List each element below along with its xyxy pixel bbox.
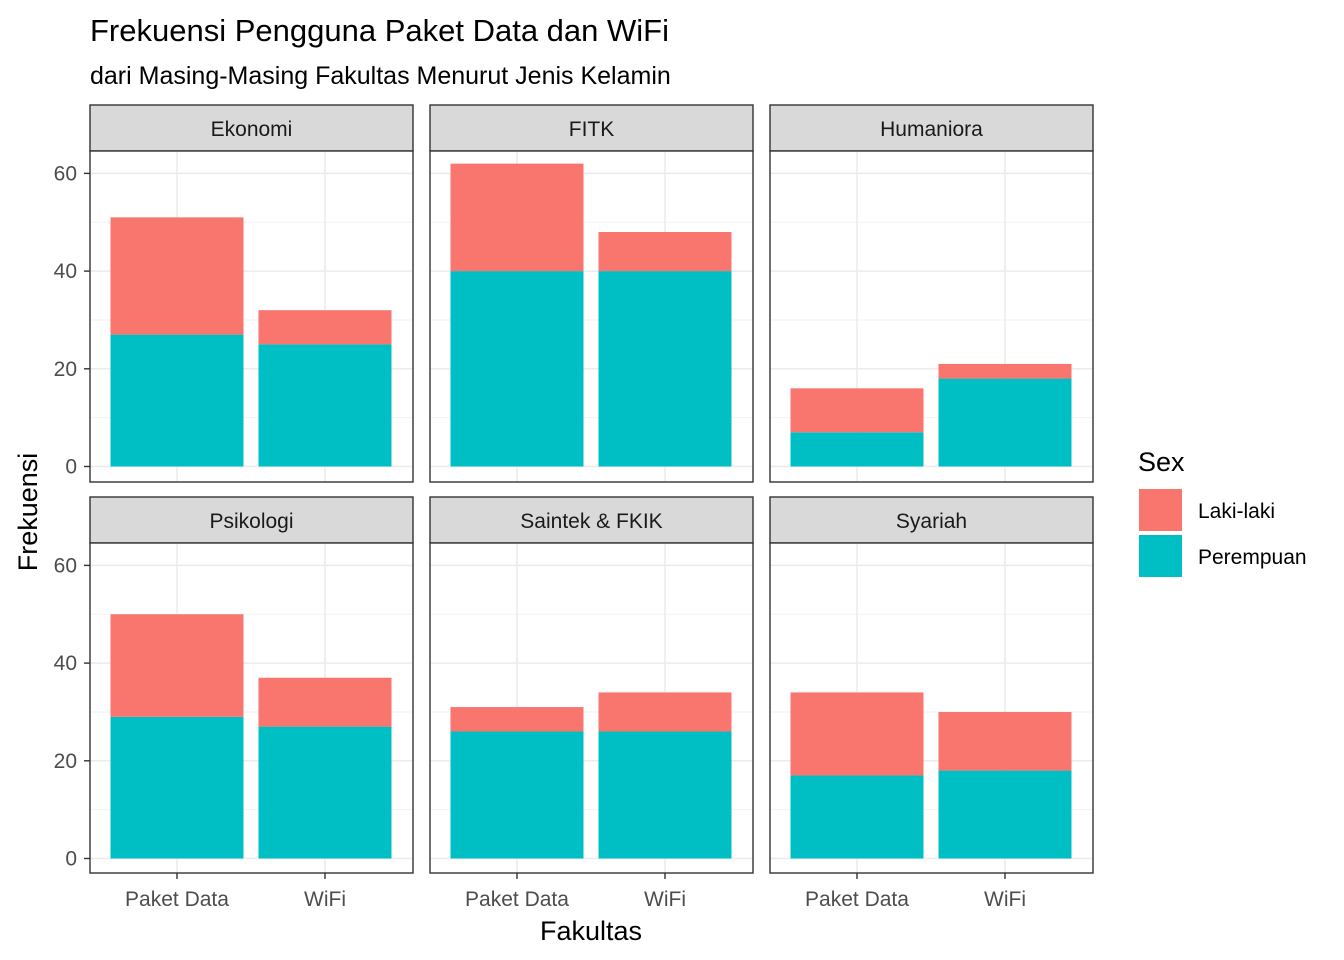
y-axis-title: Frekuensi xyxy=(13,453,43,572)
bar-perempuan xyxy=(258,344,392,467)
legend: Sex Laki-laki Perempuan xyxy=(1138,447,1307,577)
y-tick-label: 0 xyxy=(65,848,77,871)
y-tick-label: 0 xyxy=(65,456,77,479)
bar-laki-laki xyxy=(790,388,924,433)
bar-perempuan xyxy=(110,716,244,859)
bar-laki-laki xyxy=(938,363,1072,379)
panel-border xyxy=(769,150,1094,483)
bar-perempuan xyxy=(598,271,732,467)
facet-panel: Humaniora xyxy=(769,104,1094,483)
panel-border xyxy=(769,542,1094,874)
bar-perempuan xyxy=(790,432,924,467)
y-tick-label: 20 xyxy=(54,358,77,381)
y-tick-label: 40 xyxy=(54,652,77,675)
panel-border xyxy=(89,150,414,483)
bar-laki-laki xyxy=(110,217,244,335)
bar-laki-laki xyxy=(938,711,1072,771)
facet-label: Syariah xyxy=(896,510,967,533)
bar-perempuan xyxy=(938,378,1072,467)
legend-title: Sex xyxy=(1138,447,1185,477)
bar-laki-laki xyxy=(258,310,392,345)
facet-panel: FITK xyxy=(429,104,754,483)
bar-laki-laki xyxy=(790,692,924,776)
bar-perempuan xyxy=(938,770,1072,859)
facet-strip xyxy=(89,496,414,544)
panel-border xyxy=(89,542,414,874)
facet-strip xyxy=(89,104,414,152)
facet-label: FITK xyxy=(569,118,615,141)
facet-panel: Saintek & FKIK Paket Data WiFi xyxy=(429,496,754,911)
bar-perempuan xyxy=(258,726,392,859)
x-tick-label: Paket Data xyxy=(465,888,569,911)
y-tick-label: 60 xyxy=(54,554,77,577)
facet-panel: Psikologi 0 20 40 60 Paket Data WiFi xyxy=(54,496,414,911)
x-tick-label: Paket Data xyxy=(125,888,229,911)
y-tick-label: 20 xyxy=(54,750,77,773)
facet-label: Saintek & FKIK xyxy=(520,510,662,533)
bar-laki-laki xyxy=(258,677,392,727)
facet-strip xyxy=(769,104,1094,152)
x-tick-label: WiFi xyxy=(644,888,686,911)
facet-strip xyxy=(429,104,754,152)
legend-label: Laki-laki xyxy=(1198,500,1275,523)
x-tick-label: WiFi xyxy=(304,888,346,911)
chart-title: Frekuensi Pengguna Paket Data dan WiFi xyxy=(90,13,669,48)
chart-subtitle: dari Masing-Masing Fakultas Menurut Jeni… xyxy=(90,62,671,90)
legend-key-perempuan xyxy=(1139,535,1182,577)
facet-label: Psikologi xyxy=(209,510,293,533)
bar-laki-laki xyxy=(110,614,244,717)
bar-perempuan xyxy=(598,731,732,859)
facet-panel: Ekonomi 0 20 40 60 xyxy=(54,104,414,483)
facet-label: Ekonomi xyxy=(211,118,293,141)
bar-laki-laki xyxy=(450,163,584,272)
x-axis-title: Fakultas xyxy=(540,916,642,946)
panel-border xyxy=(429,542,754,874)
facets: Ekonomi 0 20 40 60 FITK Humaniora Psikologi 0 20 4… xyxy=(54,104,1094,911)
bar-laki-laki xyxy=(598,692,732,732)
panel-border xyxy=(429,150,754,483)
facet-label: Humaniora xyxy=(880,118,983,141)
legend-key-laki-laki xyxy=(1139,489,1182,531)
legend-label: Perempuan xyxy=(1198,546,1307,569)
bar-perempuan xyxy=(790,775,924,859)
facet-strip xyxy=(429,496,754,544)
bar-laki-laki xyxy=(450,707,584,732)
y-tick-label: 40 xyxy=(54,260,77,283)
bar-perempuan xyxy=(450,731,584,859)
y-tick-label: 60 xyxy=(54,162,77,185)
bar-laki-laki xyxy=(598,232,732,272)
facet-panel: Syariah Paket Data WiFi xyxy=(769,496,1094,911)
bar-perempuan xyxy=(110,334,244,467)
bar-perempuan xyxy=(450,271,584,467)
x-tick-label: Paket Data xyxy=(805,888,909,911)
x-tick-label: WiFi xyxy=(984,888,1026,911)
